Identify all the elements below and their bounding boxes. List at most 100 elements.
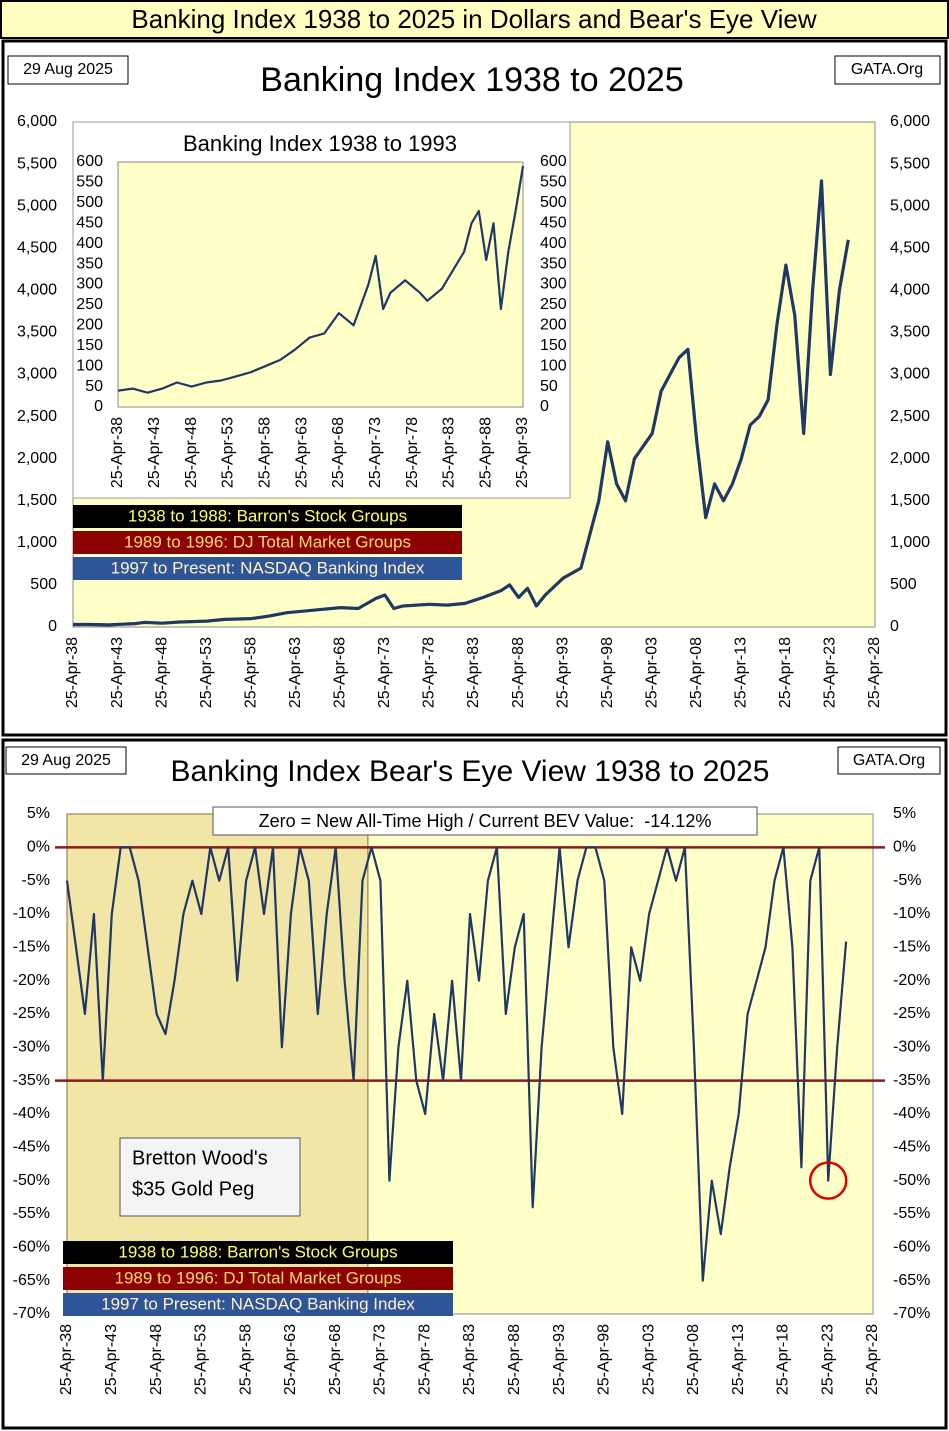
y-tick-label: -40% — [13, 1105, 50, 1122]
y-tick-label: 0% — [27, 839, 50, 856]
y2-tick-label: 5,000 — [890, 197, 930, 214]
note-box — [63, 1293, 453, 1316]
note-box — [63, 1241, 453, 1264]
x-tick-label: 25-Apr-83 — [441, 417, 458, 488]
x-tick-label: 25-Apr-08 — [685, 1324, 702, 1395]
y2-tick-label: 100 — [540, 357, 567, 374]
shaded-label-box — [119, 1137, 301, 1217]
x-tick-label: 25-Apr-63 — [293, 417, 310, 488]
y-tick-label: 1,000 — [17, 534, 57, 551]
source-label: GATA.Org — [853, 752, 925, 769]
x-tick-label: 25-Apr-78 — [416, 1324, 433, 1395]
y-tick-label: 450 — [76, 214, 103, 231]
x-tick-label: 25-Apr-43 — [146, 417, 163, 488]
y-tick-label: -35% — [13, 1072, 50, 1089]
x-tick-label: 25-Apr-98 — [596, 1324, 613, 1395]
x-tick-label: 25-Apr-98 — [599, 637, 616, 708]
y2-tick-label: 3,500 — [890, 324, 930, 341]
y-tick-label: 5% — [27, 805, 50, 822]
y2-tick-label: 1,500 — [890, 492, 930, 509]
x-tick-label: 25-Apr-53 — [193, 1324, 210, 1395]
y-tick-label: -5% — [22, 872, 50, 889]
x-tick-label: 25-Apr-83 — [461, 1324, 478, 1395]
y-tick-label: -20% — [13, 972, 50, 989]
y-tick-label: -30% — [13, 1039, 50, 1056]
y2-tick-label: -20% — [893, 972, 930, 989]
y2-tick-label: 4,000 — [890, 282, 930, 299]
source-label: GATA.Org — [851, 61, 923, 78]
shaded-label: Bretton Wood's — [132, 1147, 268, 1169]
y2-tick-label: 3,000 — [890, 366, 930, 383]
y-tick-label: 5,000 — [17, 197, 57, 214]
plot-area — [117, 161, 524, 408]
y2-tick-label: 2,500 — [890, 408, 930, 425]
y-tick-label: 3,500 — [17, 324, 57, 341]
x-tick-label: 25-Apr-53 — [198, 637, 215, 708]
shaded-label: $35 Gold Peg — [132, 1178, 254, 1200]
y-tick-label: 500 — [30, 576, 57, 593]
shaded-span — [66, 813, 369, 1315]
x-tick-label: 25-Apr-93 — [514, 417, 531, 488]
y2-tick-label: -60% — [893, 1239, 930, 1256]
note-box — [73, 505, 462, 528]
y2-tick-label: 2,000 — [890, 450, 930, 467]
x-tick-label: 25-Apr-03 — [643, 637, 660, 708]
y2-tick-label: 4,500 — [890, 239, 930, 256]
y2-tick-label: 500 — [540, 194, 567, 211]
y2-tick-label: -10% — [893, 905, 930, 922]
x-tick-label: 25-Apr-68 — [330, 417, 347, 488]
note-box — [63, 1267, 453, 1290]
date-label: 29 Aug 2025 — [21, 752, 111, 769]
y2-tick-label: 50 — [540, 378, 558, 395]
x-tick-label: 25-Apr-68 — [327, 1324, 344, 1395]
y2-tick-label: 200 — [540, 317, 567, 334]
x-tick-label: 25-Apr-48 — [183, 417, 200, 488]
x-tick-label: 25-Apr-18 — [775, 1324, 792, 1395]
annotation-box — [212, 806, 758, 836]
x-tick-label: 25-Apr-78 — [404, 417, 421, 488]
x-tick-label: 25-Apr-13 — [733, 637, 750, 708]
y-tick-label: 50 — [85, 378, 103, 395]
y2-tick-label: 350 — [540, 255, 567, 272]
y2-tick-label: -70% — [893, 1305, 930, 1322]
y-tick-label: 300 — [76, 276, 103, 293]
y-tick-label: 2,000 — [17, 450, 57, 467]
inset-title: Banking Index 1938 to 1993 — [183, 131, 457, 156]
y-tick-label: 5,500 — [17, 155, 57, 172]
chart-title: Banking Index 1938 to 2025 — [260, 61, 683, 99]
data-line — [117, 165, 525, 394]
note: 1997 to Present: NASDAQ Banking Index — [111, 558, 425, 577]
y-tick-label: -55% — [13, 1205, 50, 1222]
y2-tick-label: -55% — [893, 1205, 930, 1222]
x-tick-label: 25-Apr-08 — [688, 637, 705, 708]
y2-tick-label: 600 — [540, 153, 567, 170]
y-tick-label: 3,000 — [17, 366, 57, 383]
x-tick-label: 25-Apr-28 — [866, 637, 883, 708]
source-box — [834, 55, 941, 85]
x-tick-label: 25-Apr-38 — [109, 417, 126, 488]
y2-tick-label: 0 — [890, 618, 899, 635]
x-tick-label: 25-Apr-13 — [730, 1324, 747, 1395]
x-tick-label: 25-Apr-48 — [153, 637, 170, 708]
x-tick-label: 25-Apr-78 — [421, 637, 438, 708]
x-tick-label: 25-Apr-63 — [287, 637, 304, 708]
x-tick-label: 25-Apr-68 — [332, 637, 349, 708]
x-tick-label: 25-Apr-53 — [220, 417, 237, 488]
y-tick-label: 200 — [76, 317, 103, 334]
x-tick-label: 25-Apr-88 — [510, 637, 527, 708]
y2-tick-label: -15% — [893, 939, 930, 956]
x-tick-label: 25-Apr-58 — [237, 1324, 254, 1395]
y2-tick-label: -25% — [893, 1005, 930, 1022]
x-tick-label: 25-Apr-93 — [554, 637, 571, 708]
x-tick-label: 25-Apr-23 — [822, 637, 839, 708]
y2-tick-label: 6,000 — [890, 113, 930, 130]
x-tick-label: 25-Apr-88 — [506, 1324, 523, 1395]
source-box — [837, 746, 941, 775]
x-tick-label: 25-Apr-73 — [376, 637, 393, 708]
y-tick-label: 500 — [76, 194, 103, 211]
y-tick-label: 6,000 — [17, 113, 57, 130]
note-box — [73, 531, 462, 554]
y-tick-label: 4,500 — [17, 239, 57, 256]
